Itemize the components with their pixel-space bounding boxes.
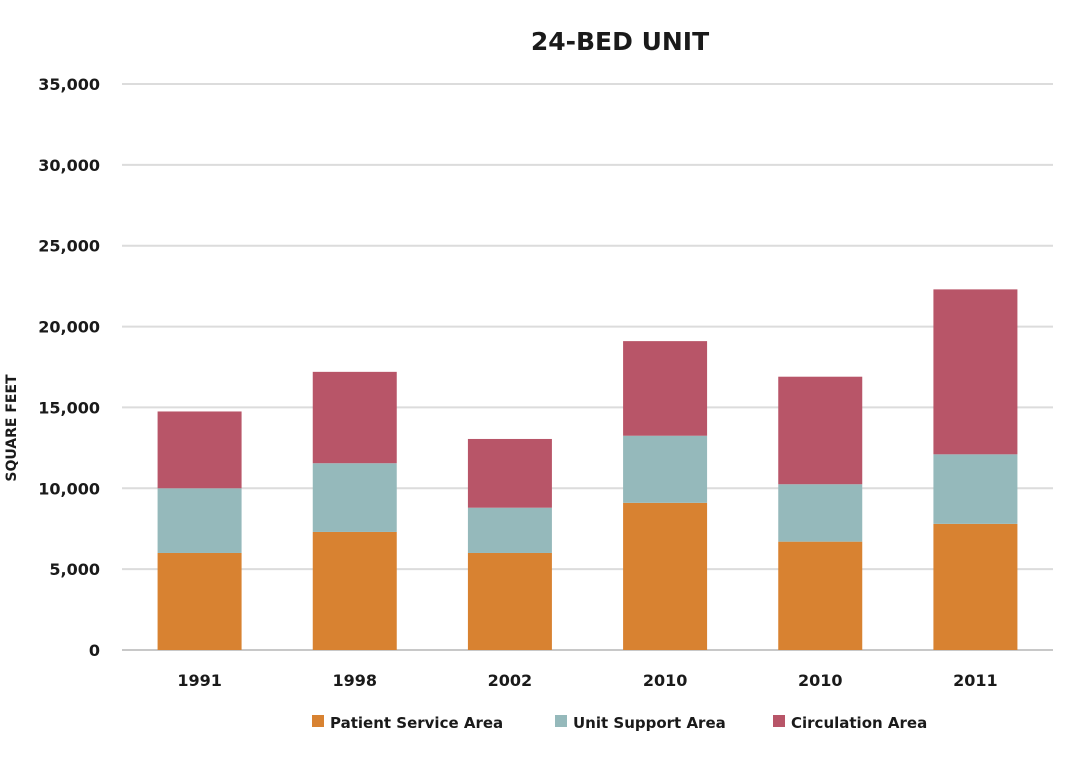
x-axis-ticks: 1991 1998 2002 2010 2010 2011	[177, 671, 997, 690]
y-tick-label: 10,000	[38, 479, 100, 498]
bar-segment	[467, 438, 552, 508]
gridlines	[122, 83, 1053, 651]
bar-segment	[312, 371, 397, 464]
legend-swatch	[773, 715, 785, 727]
legend-swatch	[555, 715, 567, 727]
bar-segment	[157, 552, 242, 650]
bar-segment	[623, 435, 708, 503]
y-tick-label: 0	[89, 641, 100, 660]
bar-segment	[933, 454, 1018, 524]
legend-label: Circulation Area	[791, 714, 927, 732]
legend-label: Unit Support Area	[573, 714, 726, 732]
bar-segment	[623, 341, 708, 436]
bar-segment	[778, 541, 863, 650]
y-axis-label: SQUARE FEET	[4, 374, 20, 482]
x-tick-label: 2010	[643, 671, 688, 690]
bar-segment	[623, 502, 708, 650]
y-tick-label: 35,000	[38, 75, 100, 94]
bar-segment	[467, 552, 552, 650]
y-tick-label: 15,000	[38, 398, 100, 417]
x-tick-label: 1998	[332, 671, 377, 690]
bar-segment	[778, 376, 863, 485]
x-tick-label: 2010	[798, 671, 843, 690]
bar-segment	[933, 289, 1018, 455]
y-tick-label: 30,000	[38, 156, 100, 175]
y-axis-ticks: 0 5,000 10,000 15,000 20,000 25,000 30,000 35,0…	[38, 75, 100, 660]
bars	[157, 289, 1018, 650]
legend-label: Patient Service Area	[330, 714, 503, 732]
y-tick-label: 20,000	[38, 318, 100, 337]
legend-swatch	[312, 715, 324, 727]
x-tick-label: 1991	[177, 671, 222, 690]
bar-segment	[312, 463, 397, 532]
bar-segment	[933, 523, 1018, 650]
bar-segment	[778, 484, 863, 542]
bar-segment	[157, 488, 242, 553]
x-tick-label: 2011	[953, 671, 998, 690]
y-tick-label: 25,000	[38, 237, 100, 256]
y-tick-label: 5,000	[49, 560, 100, 579]
bar-segment	[467, 507, 552, 553]
x-tick-label: 2002	[488, 671, 533, 690]
chart-title: 24-BED UNIT	[531, 27, 709, 56]
legend: Patient Service Area Unit Support Area Cir…	[312, 714, 927, 732]
bar-segment	[312, 531, 397, 650]
bar-segment	[157, 411, 242, 489]
